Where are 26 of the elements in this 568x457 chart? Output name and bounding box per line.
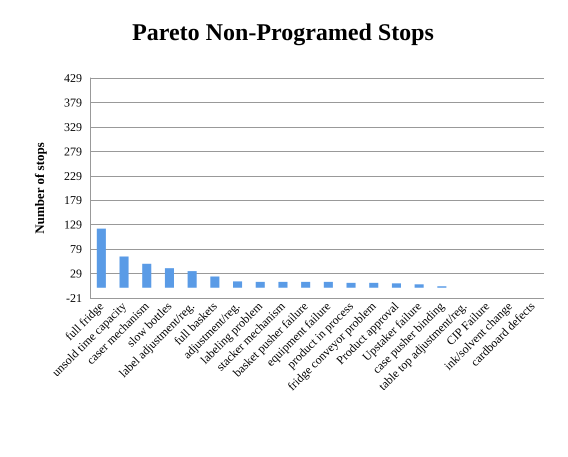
y-tick-label: 29 xyxy=(70,266,82,281)
bar xyxy=(301,282,310,288)
bar xyxy=(369,282,378,288)
bar xyxy=(278,282,288,288)
bar xyxy=(210,276,220,288)
bar xyxy=(96,228,106,288)
y-tick-label: 429 xyxy=(64,71,82,85)
bar xyxy=(142,264,152,288)
y-tick-label: 279 xyxy=(64,144,82,158)
bar xyxy=(188,271,197,288)
y-tick-label: 179 xyxy=(64,193,82,208)
chart-title: Pareto Non-Programed Stops xyxy=(132,20,434,46)
bar xyxy=(256,282,265,288)
bar xyxy=(392,283,401,288)
bar xyxy=(324,282,333,288)
y-axis-title: Number of stops xyxy=(32,142,47,234)
bar xyxy=(346,282,356,288)
y-tick-label: 329 xyxy=(64,120,82,134)
bar xyxy=(120,256,129,288)
y-tick-label: 79 xyxy=(70,242,82,256)
y-tick-label: 229 xyxy=(64,168,82,183)
bar xyxy=(164,268,174,288)
bar xyxy=(233,281,242,288)
y-tick-label: 379 xyxy=(64,95,82,110)
y-tick-label: 129 xyxy=(64,218,82,232)
y-tick-label: -21 xyxy=(66,291,82,305)
